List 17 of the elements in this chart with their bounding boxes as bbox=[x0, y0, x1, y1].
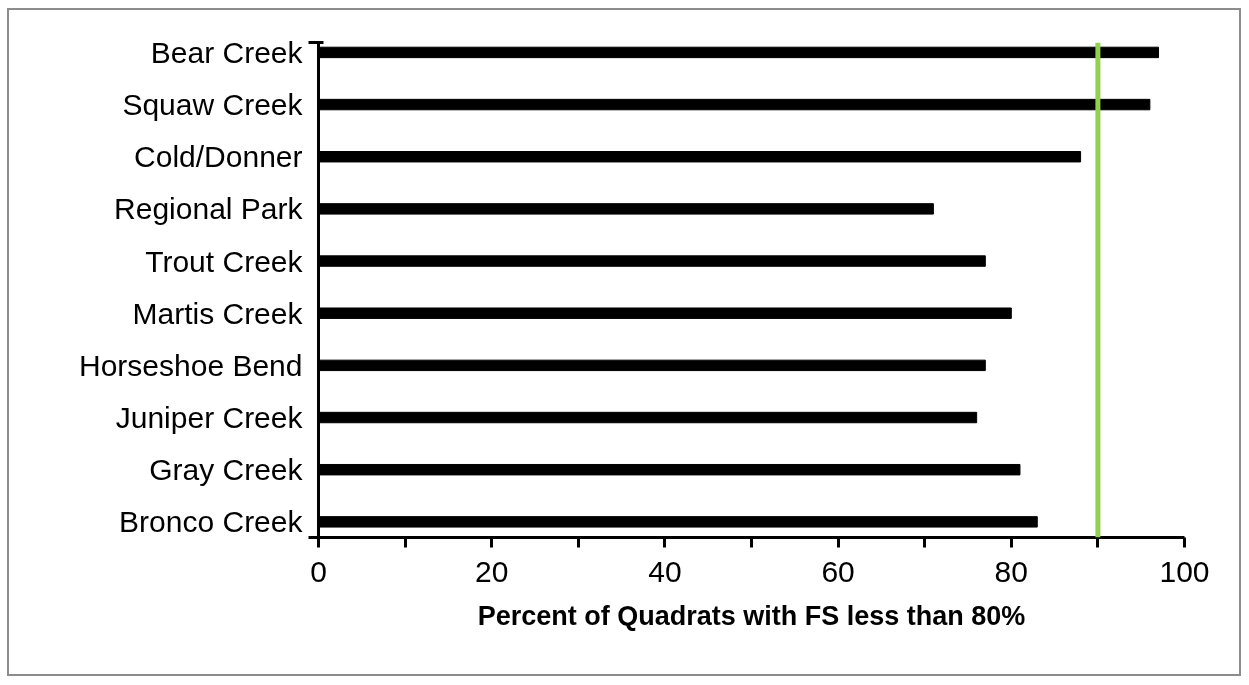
x-tick-label: 20 bbox=[475, 554, 509, 588]
x-tick-label: 60 bbox=[821, 554, 855, 588]
y-tick-label: Gray Creek bbox=[149, 453, 304, 487]
x-tick-label: 100 bbox=[1159, 554, 1210, 588]
x-tick-label: 80 bbox=[994, 554, 1028, 588]
y-tick-label: Horseshoe Bend bbox=[79, 348, 303, 382]
y-tick-label: Bronco Creek bbox=[119, 505, 304, 539]
x-axis-title: Percent of Quadrats with FS less than 80% bbox=[477, 600, 1026, 631]
y-tick-label: Trout Creek bbox=[145, 244, 304, 278]
x-tick-label: 0 bbox=[310, 554, 327, 588]
x-tick-label: 40 bbox=[648, 554, 682, 588]
y-tick-label: Martis Creek bbox=[132, 296, 304, 330]
y-tick-label: Bear Creek bbox=[150, 35, 304, 69]
y-tick-label: Juniper Creek bbox=[115, 401, 304, 435]
y-tick-label: Squaw Creek bbox=[122, 88, 304, 122]
y-tick-label: Cold/Donner bbox=[134, 140, 303, 174]
y-tick-label: Regional Park bbox=[114, 192, 304, 226]
